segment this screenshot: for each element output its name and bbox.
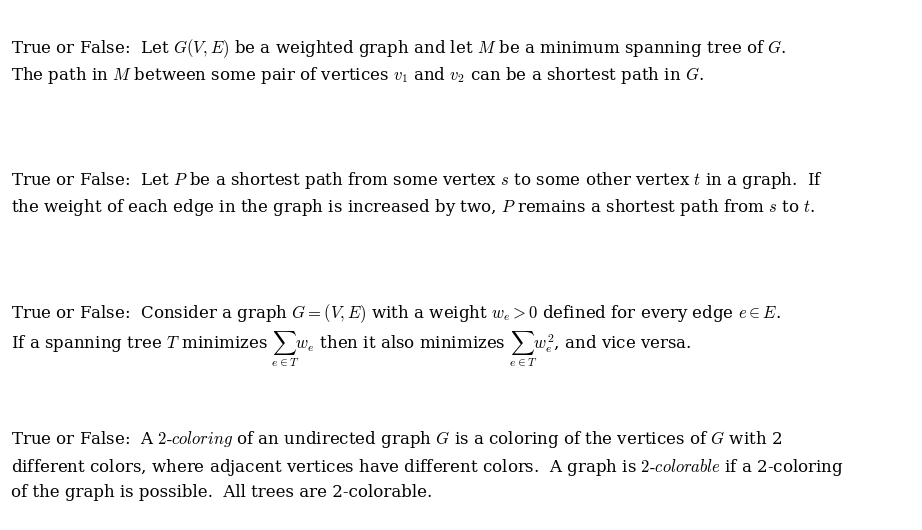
Text: True or False:  A $\mathit{2\text{-}coloring}$ of an undirected graph $G$ is a c: True or False: A $\mathit{2\text{-}color…: [11, 429, 782, 450]
Text: If a spanning tree $T$ minimizes $\sum_{e \in T} w_e$ then it also minimizes $\s: If a spanning tree $T$ minimizes $\sum_{…: [11, 330, 692, 369]
Text: The path in $M$ between some pair of vertices $v_1$ and $v_2$ can be a shortest : The path in $M$ between some pair of ver…: [11, 65, 704, 86]
Text: True or False:  Consider a graph $G = (V, E)$ with a weight $w_e > 0$ defined fo: True or False: Consider a graph $G = (V,…: [11, 302, 781, 325]
Text: of the graph is possible.  All trees are 2-colorable.: of the graph is possible. All trees are …: [11, 484, 432, 501]
Text: different colors, where adjacent vertices have different colors.  A graph is $\m: different colors, where adjacent vertice…: [11, 457, 844, 478]
Text: True or False:  Let $P$ be a shortest path from some vertex $s$ to some other ve: True or False: Let $P$ be a shortest pat…: [11, 170, 823, 191]
Text: True or False:  Let $G(V,E)$ be a weighted graph and let $M$ be a minimum spanni: True or False: Let $G(V,E)$ be a weighte…: [11, 37, 786, 60]
Text: the weight of each edge in the graph is increased by two, $P$ remains a shortest: the weight of each edge in the graph is …: [11, 197, 815, 218]
